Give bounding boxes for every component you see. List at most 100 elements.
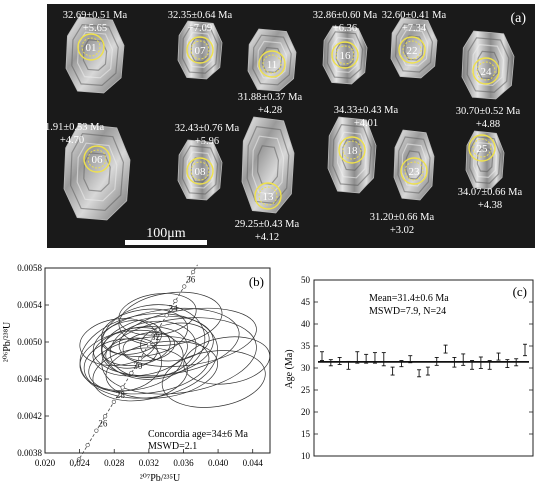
zircon-grains — [63, 16, 515, 221]
analysis-spot-ring — [400, 157, 428, 185]
hf-spot-ring — [404, 161, 424, 181]
spot-age-label: 32.86±0.60 Ma — [313, 10, 378, 21]
panel-b-x-tick-label: 0.020 — [35, 458, 56, 468]
panel-c-y-tick-label: 35 — [301, 341, 311, 351]
concordia-age-marker — [155, 327, 160, 332]
oscillatory-zoning — [71, 23, 119, 87]
panel-b-axes: 0.020 0.024 0.028 0.032 0.036 0.040 0.044 0.003… — [17, 263, 263, 468]
spot-epsilon-hf-label: +3.02 — [390, 225, 414, 236]
analysis-spot-ring — [186, 36, 214, 64]
hf-spot-ring — [262, 54, 282, 74]
panel-c-y-tick-label: 20 — [301, 407, 311, 417]
hf-spot-ring — [342, 140, 362, 160]
spot-epsilon-hf-label: +7.09 — [188, 23, 212, 34]
spot-number: 24 — [481, 66, 493, 78]
spot-age-label: 31.88±0.37 Ma — [238, 92, 303, 103]
cathodoluminescence-image-panel: 01 32.69±0.51 Ma +5.65 07 32.35±0.64 Ma +7.09… — [40, 4, 535, 248]
spot-age-label: 32.60±0.41 Ma — [382, 10, 447, 21]
concordia-age-marker — [76, 457, 82, 462]
panel-c-y-tick-label: 50 — [301, 275, 311, 285]
spot-age-label: 31.20±0.66 Ma — [370, 212, 435, 223]
error-ellipse — [79, 318, 158, 366]
error-ellipse — [101, 320, 162, 355]
panel-c-y-tick-label: 25 — [301, 385, 311, 395]
oscillatory-zoning — [472, 141, 498, 179]
error-ellipse — [101, 327, 171, 366]
oscillatory-zoning — [397, 136, 431, 194]
panel-b-y-axis-label: ²⁰⁶Pb/²³⁸U — [2, 321, 13, 362]
error-ellipses — [79, 291, 271, 408]
panel-b-x-tick-label: 0.044 — [243, 458, 264, 468]
error-ellipse — [109, 320, 197, 378]
oscillatory-zoning — [69, 132, 125, 212]
concordia-age-label: 36 — [186, 274, 196, 284]
spot-epsilon-hf-label: +4.38 — [478, 200, 502, 211]
oscillatory-zoning — [394, 23, 434, 73]
oscillatory-zoning — [401, 143, 427, 187]
panel-c-y-axis-label: Age (Ma) — [284, 349, 295, 388]
scale-bar-label: 100μm — [146, 226, 186, 241]
oscillatory-zoning — [252, 34, 292, 86]
error-ellipse — [118, 293, 197, 336]
spot-epsilon-hf-label: +4.28 — [258, 105, 282, 116]
oscillatory-zoning — [335, 42, 355, 68]
error-ellipse — [92, 347, 188, 402]
error-ellipse — [161, 350, 266, 408]
spot-number: 22 — [407, 45, 418, 57]
zircon-grain — [322, 25, 368, 85]
panel-a-label: (a) — [510, 11, 526, 26]
error-ellipse — [101, 317, 257, 395]
zircon-grain — [241, 116, 295, 214]
spot-number: 16 — [340, 50, 352, 62]
oscillatory-zoning — [256, 145, 280, 185]
panel-b-x-tick-label: 0.040 — [208, 458, 229, 468]
zircon-grain — [177, 20, 223, 80]
oscillatory-zoning — [466, 37, 510, 93]
panel-b-x-tick-label: 0.036 — [173, 458, 194, 468]
concordia-age-marker — [85, 442, 90, 448]
spot-epsilon-hf-label: +5.96 — [195, 136, 219, 147]
oscillatory-zoning — [326, 31, 364, 79]
analysis-spot-ring — [331, 41, 359, 69]
spot-number: 08 — [195, 166, 207, 178]
panel-b-y-tick-label: 0.0042 — [17, 411, 42, 421]
panel-c-y-tick-label: 30 — [301, 363, 311, 373]
error-ellipse — [105, 337, 158, 369]
analysis-spot-ring — [77, 33, 105, 61]
age-error-bars — [320, 343, 527, 378]
analysis-spot-ring — [472, 57, 500, 85]
spot-epsilon-hf-label: +4.01 — [354, 118, 378, 129]
analysis-spot-ring — [258, 50, 286, 78]
concordia-age-label: 30 — [133, 361, 143, 371]
error-ellipse — [92, 307, 240, 377]
spot-age-label: 30.70±0.52 Ma — [456, 106, 521, 117]
oscillatory-zoning — [76, 142, 118, 202]
spot-epsilon-hf-label: +6.36 — [333, 23, 357, 34]
panel-c-y-tick-label: 15 — [301, 429, 311, 439]
hf-spot-ring — [190, 161, 210, 181]
oscillatory-zoning — [332, 123, 372, 187]
spot-age-label: 34.33±0.43 Ma — [334, 105, 399, 116]
spot-number: 18 — [347, 145, 359, 157]
panel-b-y-tick-label: 0.0058 — [17, 263, 42, 273]
panel-b-x-tick-label: 0.028 — [104, 458, 125, 468]
error-ellipse — [83, 338, 162, 392]
hf-spot-ring — [258, 186, 278, 206]
error-ellipse — [88, 336, 210, 395]
panel-c-y-tick-label: 45 — [301, 297, 311, 307]
mean-mswd-annotation: MSWD=7.9, N=24 — [369, 306, 446, 317]
spot-age-label: 32.43±0.76 Ma — [175, 123, 240, 134]
spot-number: 13 — [263, 191, 275, 203]
concordia-age-marker — [146, 342, 152, 347]
panel-b-label: (b) — [249, 274, 264, 289]
panel-b-y-tick-label: 0.0038 — [17, 448, 42, 458]
concordia-age-marker — [190, 269, 196, 275]
concordia-mswd-annotation: MSWD=2.1 — [148, 441, 197, 452]
oscillatory-zoning — [246, 125, 290, 205]
oscillatory-zoning — [405, 150, 423, 180]
panel-b-x-tick-label: 0.032 — [139, 458, 159, 468]
analysis-spot-ring — [186, 157, 214, 185]
concordia-age-marker — [120, 385, 125, 390]
spot-number: 06 — [92, 154, 104, 166]
